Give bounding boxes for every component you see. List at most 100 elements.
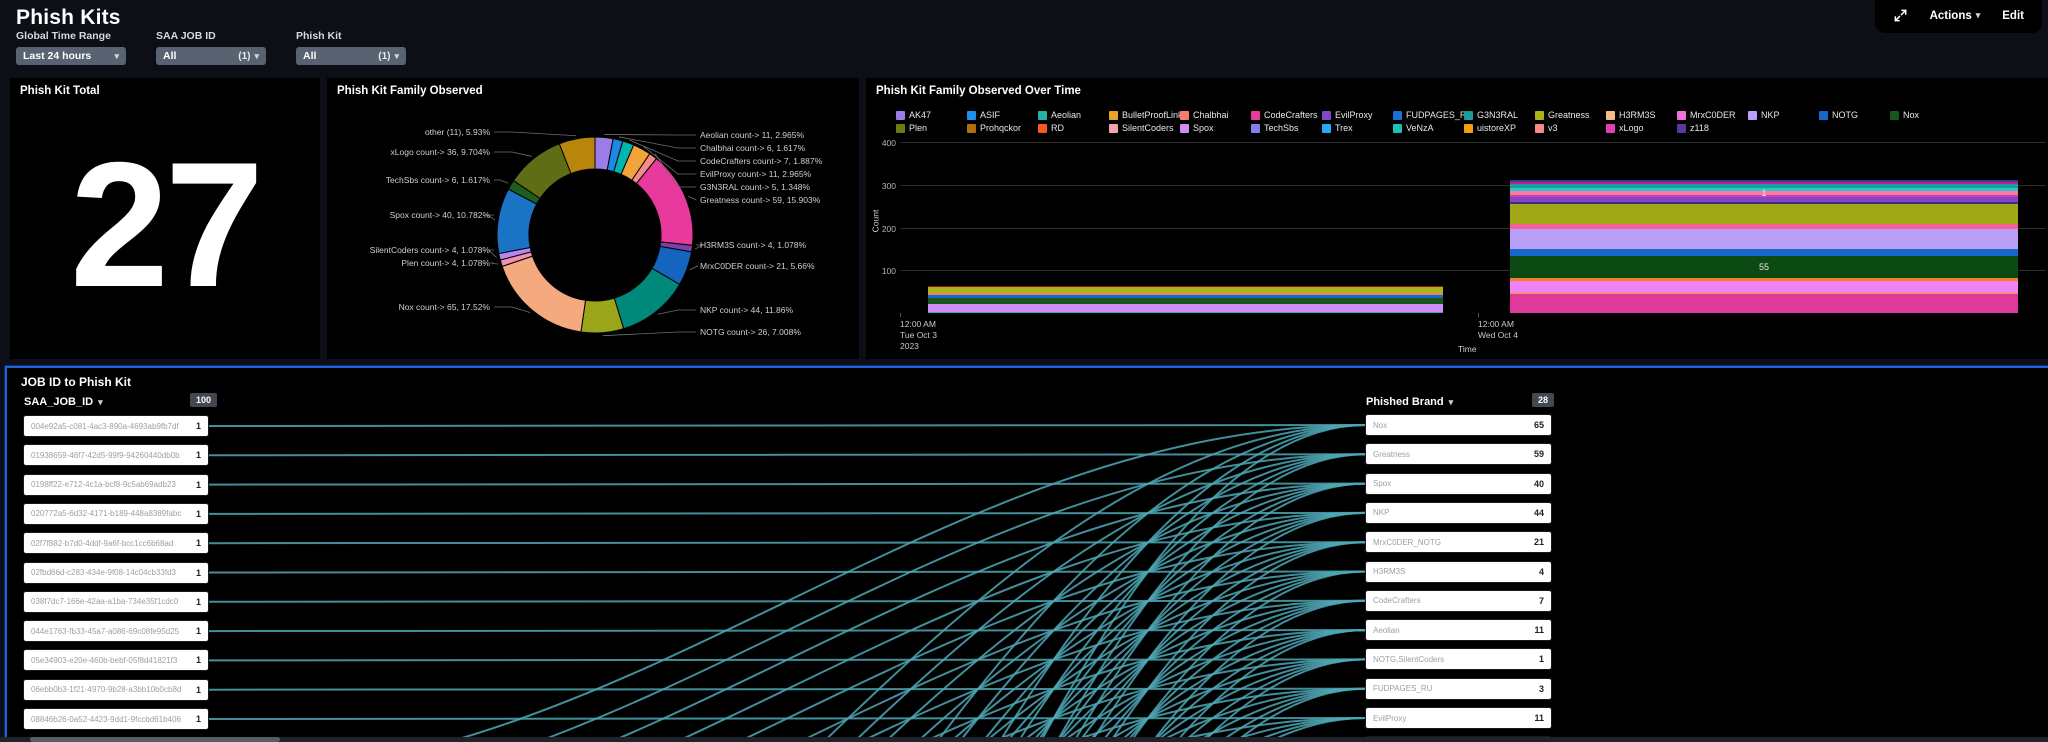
donut-chart[interactable] <box>327 78 859 359</box>
sort-saa-job-id[interactable]: SAA_JOB_ID ▾ <box>24 396 103 408</box>
legend-item-evilproxy[interactable]: EvilProxy <box>1322 110 1393 120</box>
horizontal-scrollbar[interactable] <box>0 737 2048 742</box>
job-id-row[interactable]: 02fbd66d-c283-434e-9f08-14c04cb33fd3 1 <box>24 562 208 583</box>
chart-legend: AK47 ASIF Aeolian BulletProofLink Chalbhai Co… <box>896 110 1961 133</box>
legend-item-nkp[interactable]: NKP <box>1748 110 1819 120</box>
sort-phished-brand[interactable]: Phished Brand ▾ <box>1366 396 1453 408</box>
actions-menu-button[interactable]: Actions ▾ <box>1930 10 1981 22</box>
legend-item-uistorexp[interactable]: uistoreXP <box>1464 123 1535 133</box>
bar-segment[interactable] <box>928 292 1443 295</box>
donut-label: Greatness count-> 59, 15.903% <box>700 195 821 205</box>
time-range-dropdown[interactable]: Last 24 hours ▾ <box>16 47 126 65</box>
legend-item-v3[interactable]: v3 <box>1535 123 1606 133</box>
bar-segment[interactable] <box>1510 179 2018 183</box>
legend-item-mrxc0der[interactable]: MrxC0DER <box>1677 110 1748 120</box>
bar-segment[interactable] <box>928 287 1443 293</box>
legend-item-codecrafters[interactable]: CodeCrafters <box>1251 110 1322 120</box>
saa-job-id-dropdown[interactable]: All (1) ▾ <box>156 47 266 65</box>
bar-segment[interactable] <box>1510 229 2018 249</box>
bar-segment[interactable] <box>1510 293 2018 313</box>
bar-segment[interactable] <box>1510 182 2018 185</box>
job-id-row[interactable]: 06ebb0b3-1f21-4970-9b28-a3bb10b0cb8d 1 <box>24 679 208 700</box>
job-id-row[interactable]: 02f7f882-b7d0-4ddf-9a6f-bcc1cc6b68ad 1 <box>24 533 208 554</box>
bar-segment[interactable] <box>1510 248 2018 257</box>
bar-segment[interactable] <box>928 303 1443 313</box>
bar-segment[interactable] <box>1510 194 2018 197</box>
job-id: 020772a5-6d32-4171-b189-448a8389fabc <box>31 509 182 519</box>
bar-segment[interactable] <box>1510 256 2018 279</box>
phished-brand-row[interactable]: EvilProxy 11 <box>1366 708 1551 728</box>
phished-brand-row[interactable]: NOTG,SilentCoders 1 <box>1366 649 1551 670</box>
legend-label: Nox <box>1903 110 1920 120</box>
phished-brand-row[interactable]: FUDPAGES_RU 3 <box>1366 678 1551 699</box>
legend-item-chalbhai[interactable]: Chalbhai <box>1180 110 1251 120</box>
legend-label: Plen <box>909 123 928 133</box>
phished-brand-row[interactable]: H3RM3S 4 <box>1366 561 1551 582</box>
bar-segment[interactable] <box>1510 292 2018 294</box>
donut-label: EvilProxy count-> 11, 2.965% <box>700 169 812 179</box>
job-id-row[interactable]: 0198ff22-e712-4c1a-bcf8-9c5ab69adb23 1 <box>24 474 208 495</box>
legend-item-xlogo[interactable]: xLogo <box>1606 123 1677 133</box>
legend-item-trex[interactable]: Trex <box>1322 123 1393 133</box>
phished-brand-row[interactable]: Spox 40 <box>1366 473 1551 494</box>
legend-swatch <box>1180 110 1189 120</box>
legend-item-greatness[interactable]: Greatness <box>1535 110 1606 120</box>
label-leader-line <box>602 331 696 337</box>
donut-label: MrxC0DER count-> 21, 5.66% <box>700 261 815 271</box>
legend-item-g3n3ral[interactable]: G3N3RAL <box>1464 110 1535 120</box>
donut-slice-nox[interactable] <box>501 255 587 333</box>
legend-item-techsbs[interactable]: TechSbs <box>1251 123 1322 133</box>
legend-item-silentcoders[interactable]: SilentCoders <box>1109 123 1180 133</box>
donut-slice-other-11-[interactable] <box>558 136 596 175</box>
bar-segment[interactable] <box>1510 191 2018 195</box>
legend-item-h3rm3s[interactable]: H3RM3S <box>1606 110 1677 120</box>
legend-item-nox[interactable]: Nox <box>1890 110 1961 120</box>
job-id-row[interactable]: 01938659-46f7-42d5-99f9-94260440db0b 1 <box>24 445 208 466</box>
legend-item-notg[interactable]: NOTG <box>1819 110 1890 120</box>
legend-item-aeolian[interactable]: Aeolian <box>1038 110 1109 120</box>
legend-item-venza[interactable]: VeNzA <box>1393 123 1464 133</box>
job-id-row[interactable]: 004e92a5-c081-4ac3-890a-4693ab9fb7df 1 <box>24 416 208 436</box>
stacked-bar-0[interactable] <box>928 266 1443 313</box>
job-id-row[interactable]: 08846b26-0a52-4423-9dd1-9fccbd61b406 1 <box>24 709 208 729</box>
edit-button[interactable]: Edit <box>2002 9 2024 22</box>
stacked-bar-1[interactable]: 55 1 <box>1510 160 2018 313</box>
legend-item-plen[interactable]: Plen <box>896 123 967 133</box>
bar-segment[interactable] <box>928 312 1443 313</box>
phished-brand-row[interactable]: MrxC0DER_NOTG 21 <box>1366 532 1551 553</box>
job-id-row[interactable]: 020772a5-6d32-4171-b189-448a8389fabc 1 <box>24 503 208 524</box>
bar-segment[interactable] <box>1510 188 2018 192</box>
bar-segment[interactable] <box>1510 280 2018 293</box>
stacked-bar-chart[interactable]: 100 200 300 400 55 1 12:00 AM Tue Oct 3 2023 12:0… <box>866 78 2048 359</box>
legend-item-fudpages_ru[interactable]: FUDPAGES_RU <box>1393 110 1473 120</box>
legend-item-ak47[interactable]: AK47 <box>896 110 967 120</box>
bar-segment[interactable] <box>928 294 1443 299</box>
filter-phish-kit: Phish Kit All (1) ▾ <box>296 30 406 65</box>
legend-item-spox[interactable]: Spox <box>1180 123 1251 133</box>
job-id-row[interactable]: 038f7dc7-166e-42aa-a1ba-734e35f1cdc0 1 <box>24 591 208 612</box>
bar-segment[interactable] <box>1510 184 2018 189</box>
bar-segment[interactable] <box>1510 203 2018 224</box>
fullscreen-button[interactable] <box>1893 8 1908 23</box>
bar-segment[interactable] <box>1510 196 2018 202</box>
y-tick-label: 100 <box>881 266 896 277</box>
legend-item-z118[interactable]: z118 <box>1677 123 1748 133</box>
phished-brand-row[interactable]: Nox 65 <box>1366 415 1551 435</box>
job-id-row[interactable]: 05e34903-e20e-460b-bebf-05f8d41821f3 1 <box>24 650 208 671</box>
scrollbar-thumb[interactable] <box>30 737 280 742</box>
legend-item-prohqckor[interactable]: Prohqckor <box>967 123 1038 133</box>
phished-brand-row[interactable]: NKP 44 <box>1366 502 1551 523</box>
phished-brand-row[interactable]: Aeolian 11 <box>1366 620 1551 641</box>
legend-item-rd[interactable]: RD <box>1038 123 1109 133</box>
bar-segment[interactable] <box>1510 223 2018 230</box>
legend-item-bulletprooflink[interactable]: BulletProofLink <box>1109 110 1183 120</box>
legend-item-asif[interactable]: ASIF <box>967 110 1038 120</box>
phished-brand-row[interactable]: Greatness 59 <box>1366 444 1551 465</box>
bar-segment[interactable] <box>928 298 1443 304</box>
phish-kit-dropdown[interactable]: All (1) ▾ <box>296 47 406 65</box>
bar-segment[interactable] <box>928 286 1443 288</box>
bar-segment[interactable] <box>1510 202 2018 204</box>
phished-brand-row[interactable]: CodeCrafters 7 <box>1366 590 1551 611</box>
job-id-row[interactable]: 044e1763-fb33-45a7-a086-69c08fe95d25 1 <box>24 621 208 642</box>
bar-segment[interactable] <box>1510 278 2018 281</box>
